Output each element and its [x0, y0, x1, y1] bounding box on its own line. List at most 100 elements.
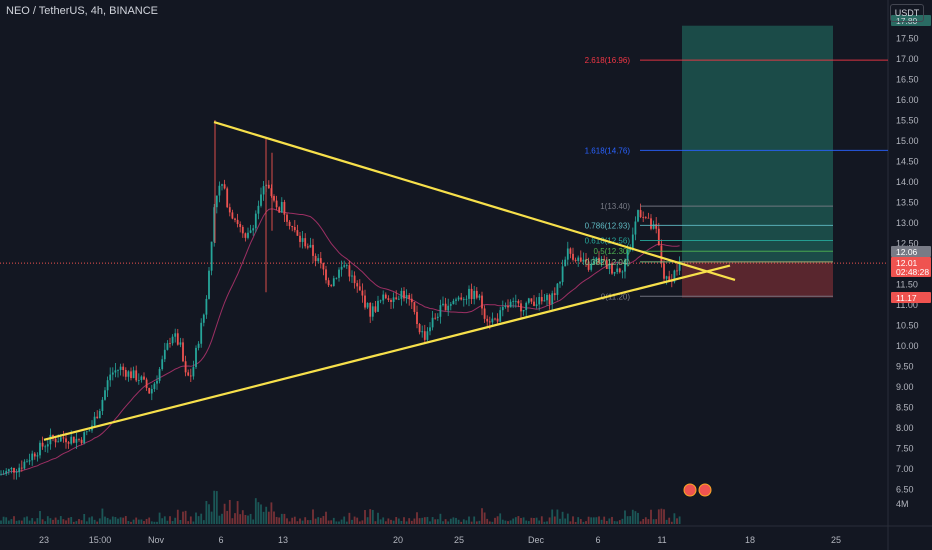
volume-bar — [598, 516, 600, 524]
time-tick-label: 11 — [657, 535, 666, 545]
candle-body — [462, 299, 465, 300]
volume-bar — [83, 513, 86, 524]
volume-bar — [608, 518, 611, 524]
candle-body — [556, 283, 559, 295]
volume-bar — [325, 511, 327, 524]
flag-icon[interactable] — [683, 483, 697, 497]
volume-bar — [257, 502, 260, 524]
volume-bar — [132, 519, 135, 524]
position-tool[interactable] — [0, 25, 888, 298]
trendline-upper[interactable] — [213, 120, 736, 281]
volume-bar — [356, 517, 359, 524]
volume-bar — [416, 512, 418, 524]
candle-body — [449, 304, 452, 306]
candle-body — [234, 218, 236, 220]
candle-body — [590, 263, 593, 270]
volume-bar — [587, 516, 590, 524]
candle-body — [600, 259, 603, 263]
candle-body — [291, 226, 294, 228]
volume-bar — [579, 519, 582, 524]
candle-body — [470, 288, 473, 300]
candle-body — [408, 295, 411, 299]
volume-bar — [41, 519, 44, 524]
volume-bar — [655, 519, 658, 524]
volume-bar — [286, 518, 288, 524]
volume-bar — [361, 520, 364, 524]
volume-bar — [18, 520, 21, 524]
volume-bar — [475, 521, 478, 524]
candle-body — [88, 430, 91, 432]
price-tick-label: 10.00 — [896, 341, 919, 351]
candle-body — [395, 297, 398, 300]
volume-bar — [543, 521, 546, 524]
candle-body — [595, 257, 598, 262]
candle-body — [530, 298, 533, 302]
candle-body — [465, 298, 468, 300]
candle-body — [533, 301, 535, 306]
candle-body — [18, 467, 21, 473]
candle-body — [637, 210, 639, 222]
candle-body — [642, 217, 645, 218]
candle-body — [605, 260, 608, 269]
price-tick-label: 6.50 — [896, 485, 914, 495]
candle-body — [483, 308, 486, 319]
volume-bar — [540, 516, 543, 524]
candle-body — [475, 290, 478, 298]
price-tick-label: 14.50 — [896, 157, 919, 167]
flag-icon[interactable] — [698, 483, 712, 497]
profit-zone[interactable] — [682, 25, 833, 262]
volume-bar — [621, 518, 624, 524]
volume-bar — [397, 518, 400, 524]
price-axis[interactable]: 17.50 17.00 16.50 16.00 15.50 15.00 14.50 14.00… — [896, 34, 919, 510]
time-tick-label: 13 — [278, 535, 288, 545]
candle-body — [59, 437, 62, 442]
candle-body — [80, 439, 83, 444]
candle-body — [187, 372, 190, 376]
volume-bar — [457, 519, 460, 524]
volume-bar — [449, 518, 452, 524]
volume-bar — [639, 521, 642, 524]
candle-body — [499, 310, 502, 322]
candle-body — [603, 259, 606, 261]
volume-bar — [205, 500, 208, 524]
candle-body — [54, 438, 57, 443]
time-axis[interactable]: 23 15:00 Nov 6 13 20 25 Dec 6 11 18 25 — [39, 535, 841, 545]
volume-bar — [366, 517, 369, 524]
candle-body — [117, 369, 119, 371]
trendline-lower[interactable] — [43, 264, 731, 441]
candle-body — [270, 188, 273, 197]
volume-bar — [442, 521, 444, 524]
triangle-trendlines[interactable] — [43, 120, 736, 441]
candle-body — [390, 299, 392, 303]
candle-body — [179, 342, 182, 345]
candle-body — [70, 436, 73, 444]
event-markers[interactable] — [683, 483, 712, 497]
volume-bar — [49, 518, 52, 524]
time-tick-label: Dec — [528, 535, 545, 545]
volume-bars — [0, 490, 681, 524]
volume-bar — [75, 521, 78, 524]
volume-bar — [499, 513, 502, 524]
volume-bar — [137, 519, 140, 524]
volume-bar — [5, 517, 8, 524]
candle-body — [543, 300, 546, 302]
candle-body — [283, 202, 286, 215]
volume-bar — [70, 517, 73, 524]
volume-bar — [176, 509, 179, 524]
candle-body — [327, 280, 330, 286]
candle-body — [210, 241, 213, 271]
candle-body — [153, 383, 156, 390]
candle-body — [629, 249, 632, 251]
volume-bar — [481, 508, 483, 524]
volume-bar — [179, 519, 182, 524]
volume-bar — [114, 517, 117, 524]
volume-bar — [247, 515, 249, 524]
volume-bar — [312, 509, 314, 524]
candle-body — [223, 184, 226, 189]
currency-badge[interactable]: USDT — [890, 4, 924, 22]
candle-body — [577, 257, 580, 261]
candle-body — [98, 411, 101, 419]
loss-zone[interactable] — [682, 261, 833, 298]
candle-body — [278, 207, 281, 213]
